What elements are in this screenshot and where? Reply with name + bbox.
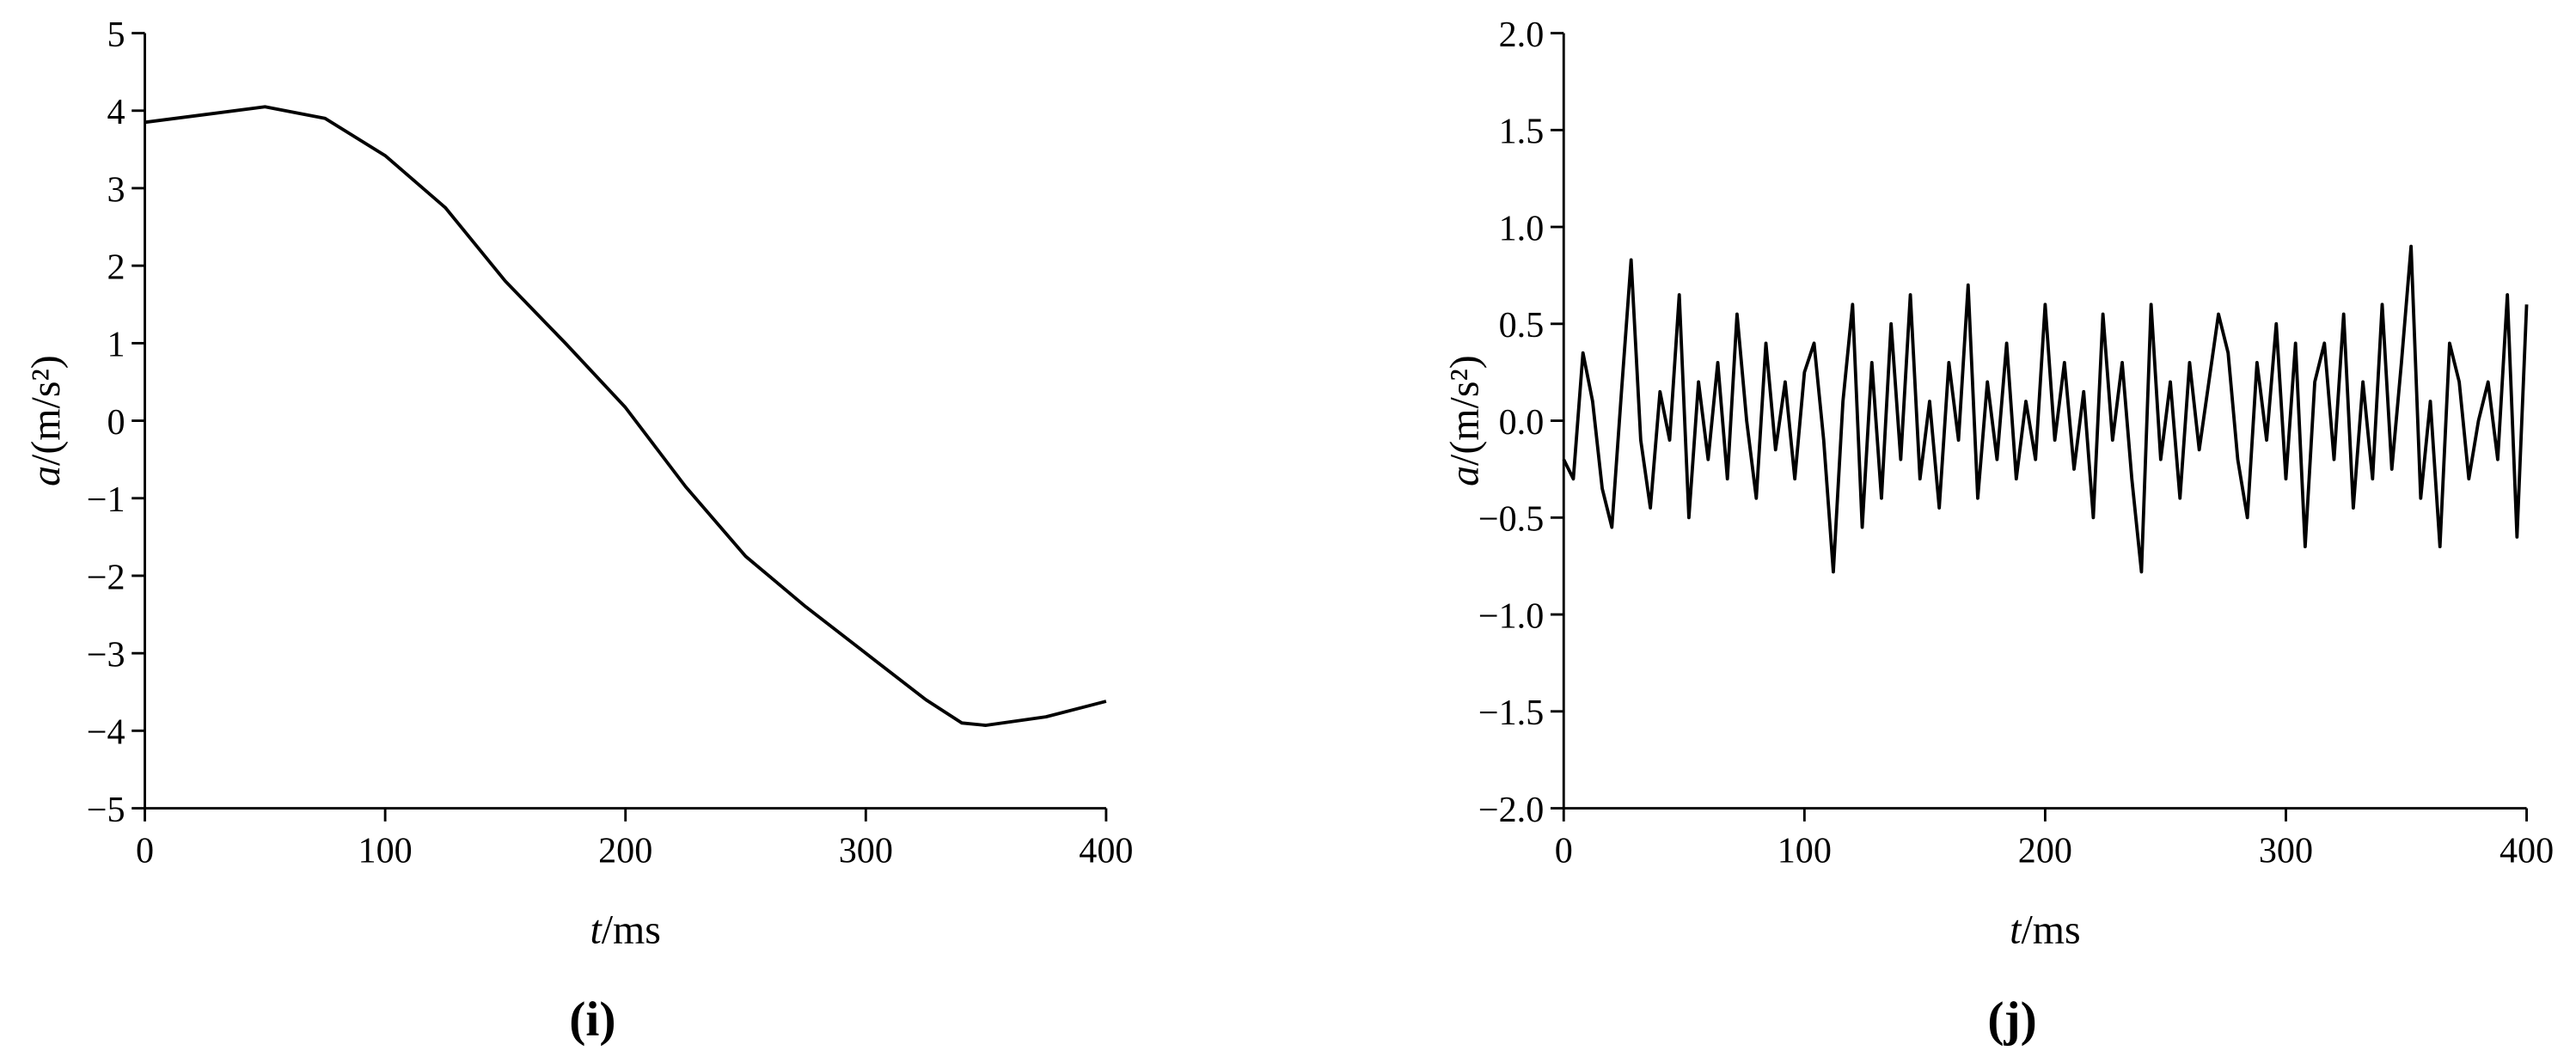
data-line [1562, 244, 2529, 574]
y-tick-label: 2.0 [1499, 15, 1545, 55]
y-tick-label: −3 [87, 634, 125, 675]
y-tick-label: 1 [107, 325, 125, 365]
x-tick-label: 200 [598, 831, 652, 871]
x-axis-label: t/ms [590, 907, 660, 953]
x-tick-label: 0 [136, 831, 154, 871]
axes [144, 33, 1106, 810]
y-tick-label: −1.0 [1478, 596, 1544, 636]
y-axis-symbol: a [1442, 466, 1488, 486]
y-tick-label: −2.0 [1478, 790, 1544, 830]
x-axis-unit: /ms [602, 907, 661, 953]
y-axis-symbol: a [23, 466, 69, 486]
y-tick-label: −1 [87, 480, 125, 520]
x-tick-label: 100 [1778, 831, 1832, 871]
y-axis-label: a/(m/s²) [23, 355, 69, 486]
y-axis-unit: /(m/s²) [1442, 355, 1488, 466]
x-axis-label: t/ms [2010, 907, 2080, 953]
y-tick-label: −4 [87, 712, 125, 753]
y-axis-label: a/(m/s²) [1442, 355, 1488, 486]
x-axis-symbol: t [590, 907, 603, 953]
panel-label: (j) [1987, 993, 2036, 1047]
y-tick-label: −1.5 [1478, 693, 1544, 733]
y-tick-label: −2 [87, 557, 125, 597]
x-axis-symbol: t [2010, 907, 2022, 953]
y-tick-label: 2 [107, 247, 125, 287]
y-tick-label: 4 [107, 92, 125, 132]
y-tick-label: 0.0 [1499, 402, 1545, 443]
x-tick-label: 400 [2500, 831, 2554, 871]
x-tick-label: 300 [839, 831, 893, 871]
axes [1562, 33, 2527, 810]
panel-label: (i) [569, 993, 615, 1047]
x-tick-label: 0 [1555, 831, 1573, 871]
data-line [144, 105, 1107, 727]
x-tick-label: 300 [2259, 831, 2313, 871]
x-axis-unit: /ms [2021, 907, 2080, 953]
y-tick-label: 0 [107, 402, 125, 443]
x-tick-label: 200 [2018, 831, 2072, 871]
y-tick-label: 1.5 [1499, 112, 1545, 152]
y-tick-label: 0.5 [1499, 305, 1545, 345]
y-tick-label: 3 [107, 169, 125, 210]
y-axis-unit: /(m/s²) [23, 355, 69, 466]
y-tick-label: 1.0 [1499, 208, 1545, 248]
y-tick-label: −0.5 [1478, 499, 1544, 540]
x-tick-label: 400 [1079, 831, 1133, 871]
y-tick-label: −5 [87, 790, 125, 830]
x-tick-label: 100 [358, 831, 413, 871]
y-tick-label: 5 [107, 15, 125, 55]
